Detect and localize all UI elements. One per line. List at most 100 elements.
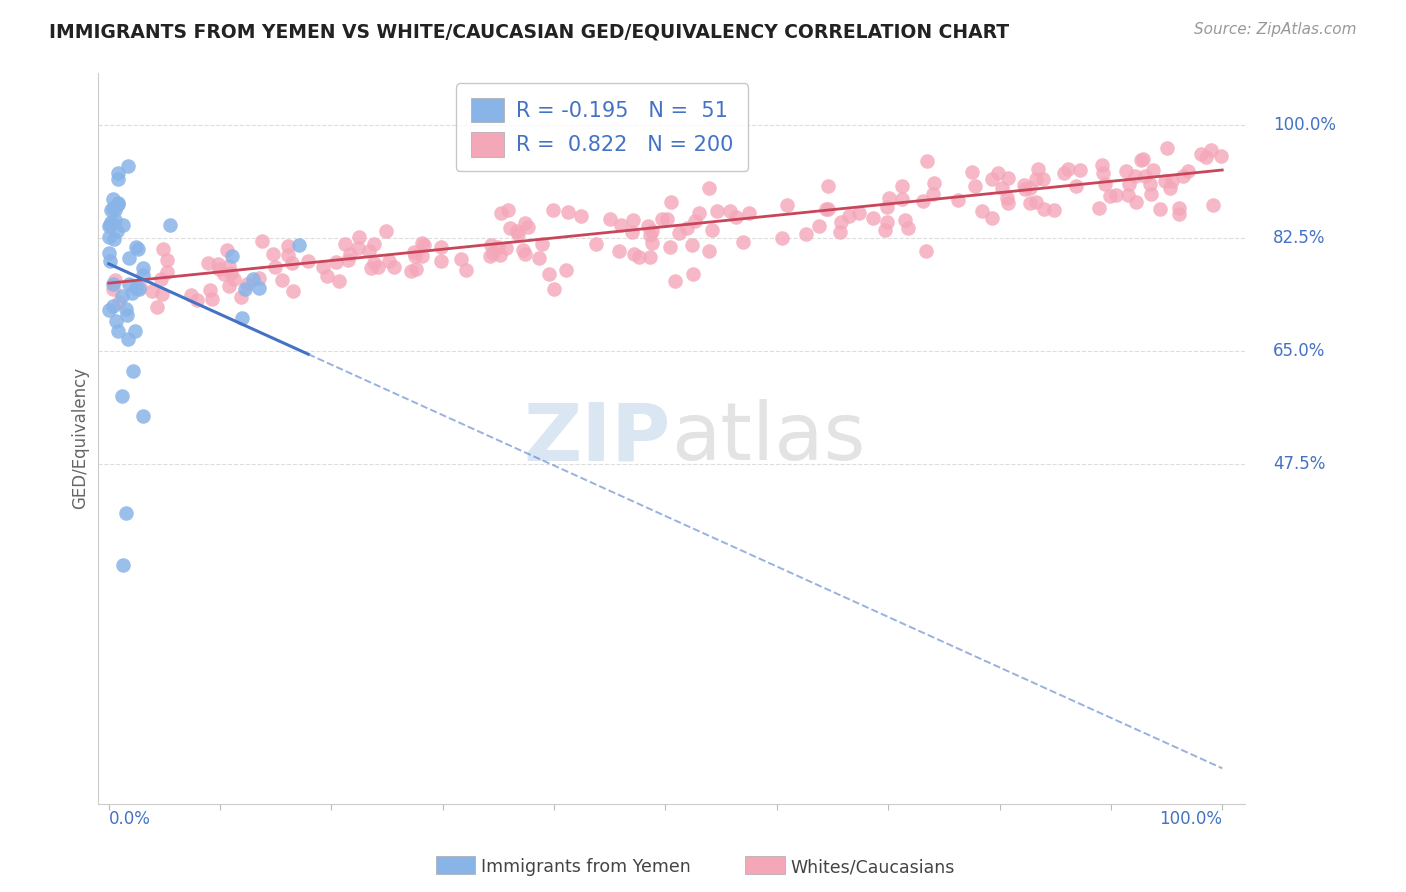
Text: 100.0%: 100.0% <box>1160 810 1222 829</box>
Point <box>948 193 970 207</box>
Point <box>107 295 129 310</box>
Point <box>229 290 252 304</box>
Point <box>681 238 703 252</box>
Point <box>98 246 121 260</box>
Point <box>638 227 661 242</box>
Point <box>336 253 359 268</box>
Point <box>103 201 125 215</box>
Point <box>877 191 900 205</box>
Point <box>105 198 128 212</box>
Point <box>129 280 152 294</box>
Point <box>915 153 938 168</box>
Point <box>98 253 121 268</box>
Point <box>1211 149 1233 163</box>
Point <box>683 213 706 227</box>
Point <box>132 409 155 423</box>
Point <box>569 209 592 223</box>
Point <box>1091 158 1114 172</box>
Point <box>875 223 897 237</box>
Point <box>599 212 621 227</box>
Point <box>1132 152 1154 166</box>
Point <box>1118 177 1140 191</box>
Point <box>155 265 177 279</box>
Point <box>103 232 125 246</box>
Point <box>146 300 169 314</box>
Point <box>264 260 287 274</box>
Point <box>411 235 433 250</box>
Point <box>659 194 682 209</box>
Point <box>609 244 631 258</box>
Point <box>98 303 121 318</box>
Point <box>890 192 912 206</box>
Point <box>838 209 860 223</box>
Point <box>506 223 529 237</box>
Point <box>922 176 945 190</box>
Point <box>1140 187 1163 202</box>
Point <box>107 197 129 211</box>
Point <box>682 267 704 281</box>
Point <box>287 238 309 252</box>
Text: atlas: atlas <box>671 400 866 477</box>
Point <box>328 274 350 288</box>
Point <box>117 332 139 346</box>
Point <box>688 205 710 219</box>
Text: ZIP: ZIP <box>524 400 671 477</box>
Point <box>125 240 148 254</box>
Point <box>112 558 135 572</box>
Point <box>233 282 256 296</box>
Point <box>1171 169 1194 183</box>
Point <box>270 273 292 287</box>
Point <box>668 226 690 240</box>
Point <box>1099 188 1122 202</box>
Point <box>1135 169 1157 183</box>
Text: Immigrants from Yemen: Immigrants from Yemen <box>481 858 690 876</box>
Point <box>200 283 222 297</box>
Point <box>221 249 243 263</box>
Point <box>107 324 129 338</box>
Point <box>531 237 554 252</box>
Point <box>325 255 347 269</box>
Point <box>1053 166 1076 180</box>
Point <box>105 314 128 328</box>
Point <box>772 231 794 245</box>
Point <box>132 260 155 275</box>
Point <box>1087 202 1109 216</box>
Point <box>963 178 986 193</box>
Point <box>1116 188 1139 202</box>
Point <box>1195 150 1218 164</box>
Point <box>862 211 884 225</box>
Point <box>1025 194 1047 209</box>
Point <box>1159 180 1181 194</box>
Point <box>124 325 146 339</box>
Point <box>997 195 1019 210</box>
Text: 47.5%: 47.5% <box>1274 455 1326 474</box>
Point <box>731 235 754 249</box>
Point <box>1202 198 1225 212</box>
Point <box>995 191 1018 205</box>
Point <box>515 216 537 230</box>
Point <box>110 289 132 303</box>
Point <box>339 247 361 261</box>
Point <box>555 263 578 277</box>
Point <box>1018 195 1040 210</box>
Point <box>641 224 664 238</box>
Point <box>1189 146 1212 161</box>
Point <box>131 268 153 282</box>
Point <box>127 242 149 256</box>
Point <box>515 247 537 261</box>
Point <box>98 219 121 233</box>
Point <box>1115 164 1137 178</box>
Point <box>117 251 139 265</box>
Point <box>628 250 651 264</box>
Point <box>638 251 661 265</box>
Text: 82.5%: 82.5% <box>1274 229 1326 247</box>
Point <box>218 259 240 273</box>
Point <box>1139 177 1161 191</box>
Point <box>1177 164 1199 178</box>
Point <box>479 237 502 252</box>
Point <box>1199 143 1222 157</box>
Point <box>450 252 472 266</box>
Point <box>115 308 138 322</box>
Point <box>495 242 517 256</box>
Point <box>610 219 633 233</box>
